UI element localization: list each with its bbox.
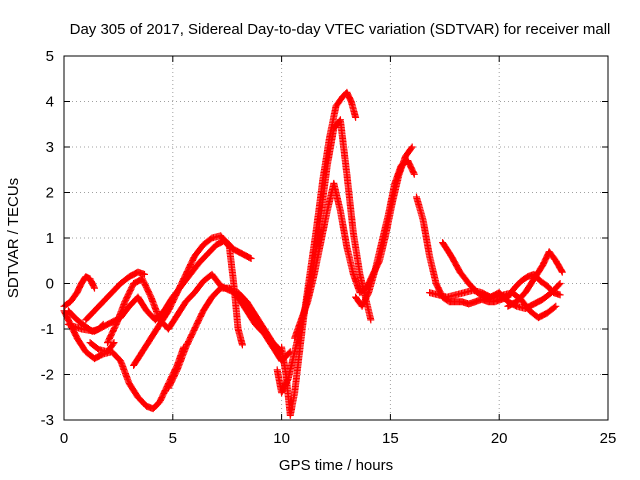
x-tick-label: 15: [382, 430, 399, 447]
series-track-4: [82, 268, 148, 324]
series-markers: [104, 270, 286, 356]
series-track-9: [164, 284, 294, 392]
y-tick-label: -1: [41, 321, 54, 338]
series-markers: [86, 339, 118, 356]
y-tick-label: -2: [41, 367, 54, 384]
y-tick-label: 4: [46, 94, 54, 111]
x-tick-label: 0: [60, 430, 68, 447]
series-markers: [60, 273, 98, 310]
series-track-8: [130, 232, 246, 369]
x-axis-label: GPS time / hours: [279, 457, 393, 474]
y-axis-label: SDTVAR / TECUs: [5, 178, 22, 298]
y-tick-label: 1: [46, 230, 54, 247]
x-tick-label: 20: [491, 430, 508, 447]
series-track-13: [352, 157, 418, 310]
chart-title: Day 305 of 2017, Sidereal Day-to-day VTE…: [70, 21, 611, 38]
series-markers: [164, 284, 294, 392]
series-track-16: [426, 280, 564, 312]
series-track-6: [86, 339, 118, 356]
series-markers: [504, 248, 566, 310]
y-tick-label: 0: [46, 276, 54, 293]
axis-ticks: 0 5 10 15 20 25 -3 -2 -1 0 1 2 3 4 5: [41, 48, 617, 447]
series-track-14: [413, 193, 564, 308]
series-track-7: [104, 270, 286, 356]
series-markers: [82, 268, 148, 324]
series-markers: [130, 232, 246, 369]
series-markers: [413, 193, 564, 308]
series-markers: [426, 280, 564, 312]
series-track-1: [60, 273, 98, 310]
grid-lines: [64, 56, 608, 420]
series-track-17: [504, 248, 566, 310]
y-tick-label: -3: [41, 412, 54, 429]
x-tick-label: 10: [273, 430, 290, 447]
x-tick-label: 5: [169, 430, 177, 447]
x-tick-label: 25: [600, 430, 617, 447]
y-tick-label: 5: [46, 48, 54, 65]
series-markers: [352, 157, 418, 310]
y-tick-label: 3: [46, 139, 54, 156]
y-tick-label: 2: [46, 185, 54, 202]
data-markers: [60, 88, 566, 419]
